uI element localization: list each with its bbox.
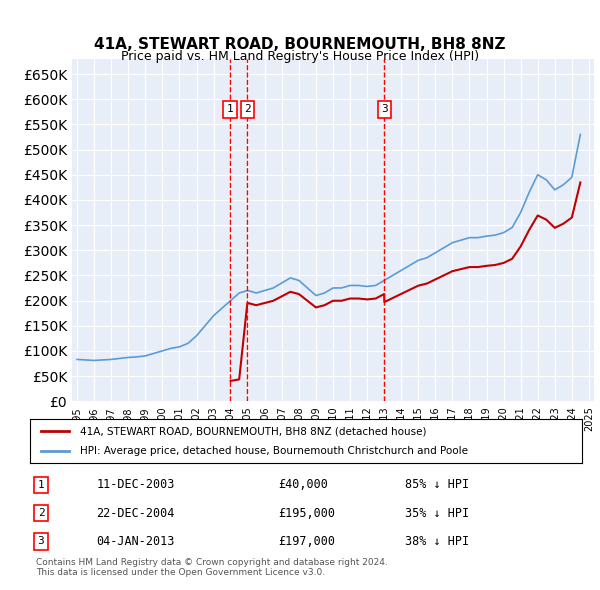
- Text: Price paid vs. HM Land Registry's House Price Index (HPI): Price paid vs. HM Land Registry's House …: [121, 50, 479, 63]
- Text: 35% ↓ HPI: 35% ↓ HPI: [406, 507, 469, 520]
- Text: 41A, STEWART ROAD, BOURNEMOUTH, BH8 8NZ (detached house): 41A, STEWART ROAD, BOURNEMOUTH, BH8 8NZ …: [80, 427, 426, 436]
- Text: 41A, STEWART ROAD, BOURNEMOUTH, BH8 8NZ: 41A, STEWART ROAD, BOURNEMOUTH, BH8 8NZ: [94, 37, 506, 52]
- Text: 1: 1: [226, 104, 233, 114]
- Text: Contains HM Land Registry data © Crown copyright and database right 2024.
This d: Contains HM Land Registry data © Crown c…: [36, 558, 388, 577]
- Text: 3: 3: [38, 536, 44, 546]
- Text: 22-DEC-2004: 22-DEC-2004: [96, 507, 175, 520]
- Text: 11-DEC-2003: 11-DEC-2003: [96, 478, 175, 491]
- Text: 04-JAN-2013: 04-JAN-2013: [96, 535, 175, 548]
- Text: 3: 3: [381, 104, 388, 114]
- Text: 38% ↓ HPI: 38% ↓ HPI: [406, 535, 469, 548]
- Text: 85% ↓ HPI: 85% ↓ HPI: [406, 478, 469, 491]
- Text: 1: 1: [38, 480, 44, 490]
- Text: 2: 2: [244, 104, 251, 114]
- Text: HPI: Average price, detached house, Bournemouth Christchurch and Poole: HPI: Average price, detached house, Bour…: [80, 446, 467, 455]
- Text: 2: 2: [38, 508, 44, 518]
- Text: £197,000: £197,000: [278, 535, 335, 548]
- Text: £40,000: £40,000: [278, 478, 328, 491]
- Text: £195,000: £195,000: [278, 507, 335, 520]
